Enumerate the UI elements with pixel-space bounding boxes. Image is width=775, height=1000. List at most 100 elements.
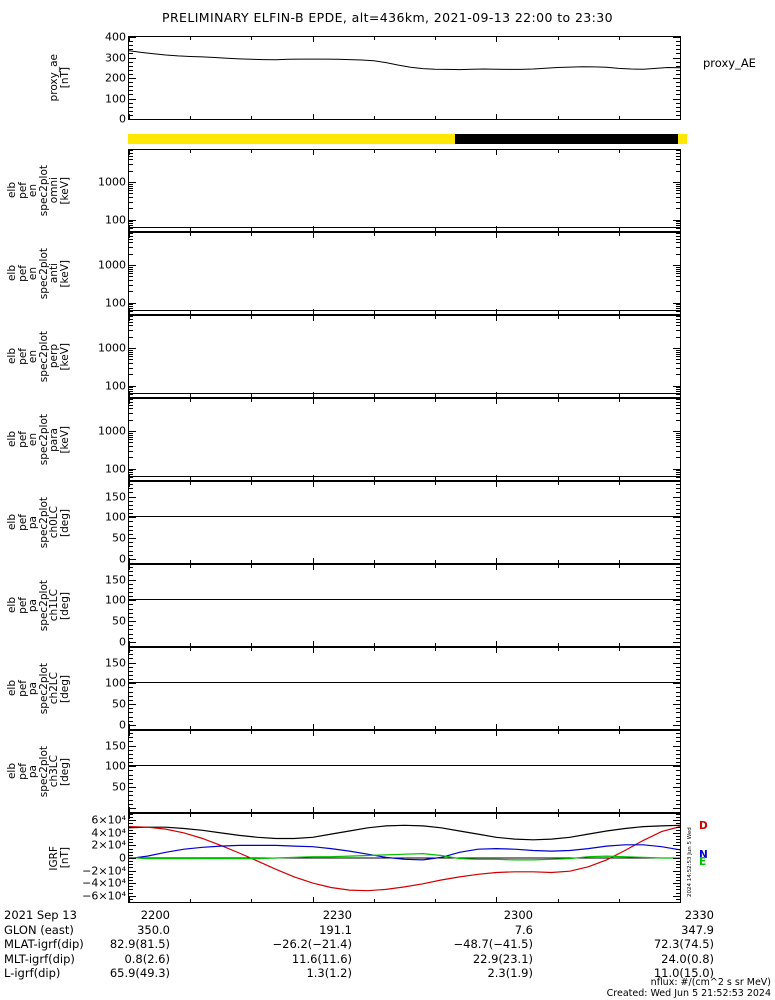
y-tick-label: 100 bbox=[105, 510, 126, 524]
y-axis-ticks-en-anti: 1000 100 bbox=[68, 232, 126, 315]
y-tick-label: 300 bbox=[105, 51, 126, 64]
annotation-value: 2.3(1.9) bbox=[487, 966, 533, 981]
y-tick-label: 0 bbox=[119, 718, 126, 732]
panel-en-omni-spectrogram bbox=[128, 149, 681, 232]
y-axis-ticks-pa-ch1lc: 150 100 50 0 bbox=[68, 564, 126, 647]
annotation-value: 191.1 bbox=[319, 922, 352, 937]
annotation-value: 2300 bbox=[503, 908, 533, 922]
proxy-ae-trace bbox=[129, 50, 680, 71]
y-tick-label: −4×10⁴ bbox=[82, 876, 126, 890]
y-tick-label: 100 bbox=[105, 379, 126, 393]
axis-title-en-para: elb pef en spec2plot para [keV] bbox=[4, 398, 71, 481]
axis-title-word: en bbox=[27, 432, 39, 447]
axis-title-pa-ch0lc: elb pef pa spec2plot ch0LC [deg] bbox=[4, 481, 71, 564]
axis-title-word: elb bbox=[6, 597, 18, 614]
y-tick-label: 100 bbox=[105, 759, 126, 773]
y-tick-label: 0 bbox=[119, 112, 126, 126]
y-axis-ticks-en-perp: 1000 100 bbox=[68, 315, 126, 398]
annotation-value: 1.3(1.2) bbox=[306, 966, 352, 981]
annotation-value: 2230 bbox=[322, 908, 352, 922]
y-tick-label: −6×10⁴ bbox=[82, 889, 126, 903]
axis-title-word: proxy_ae bbox=[48, 54, 60, 102]
y-tick-label: 6×10⁴ bbox=[91, 813, 126, 827]
y-axis-ticks-en-para: 1000 100 bbox=[68, 398, 126, 481]
panel-en-para-spectrogram bbox=[128, 398, 681, 481]
axis-title-pa-ch3lc: elb pef pa spec2plot ch3LC [deg] bbox=[4, 730, 71, 813]
y-tick-label: 50 bbox=[112, 614, 126, 628]
axis-title-word: en bbox=[27, 266, 39, 281]
y-axis-ticks-proxy-ae: 400 300 200 100 0 bbox=[68, 32, 126, 125]
axis-title-word: ch1LC bbox=[48, 589, 60, 622]
y-tick-label: 200 bbox=[105, 71, 126, 85]
y-axis-ticks-pa-ch3lc: 150 100 50 bbox=[68, 730, 126, 813]
y-tick-label: 400 bbox=[105, 30, 126, 44]
annotation-row: L-igrf(dip) 65.9(49.3) 1.3(1.2) 2.3(1.9) 11.… bbox=[0, 966, 775, 981]
y-tick-label: 50 bbox=[112, 531, 126, 545]
y-tick-label: 100 bbox=[105, 676, 126, 690]
axis-title-word: ch2LC bbox=[48, 672, 60, 705]
axis-title-word: elb bbox=[6, 763, 18, 780]
panel-igrf bbox=[128, 813, 681, 903]
annotation-value: 0.8(2.6) bbox=[124, 951, 170, 966]
igrf-traces bbox=[129, 824, 680, 892]
annotation-value: 82.9(81.5) bbox=[109, 937, 170, 952]
annotation-row-label: MLT-igrf(dip) bbox=[4, 951, 75, 966]
annotation-value: 65.9(49.3) bbox=[109, 966, 170, 981]
panel-en-anti-spectrogram bbox=[128, 232, 681, 315]
axis-title-word: anti bbox=[48, 263, 60, 284]
annotation-value: 11.6(11.6) bbox=[291, 951, 352, 966]
axis-title-word: pa bbox=[27, 515, 39, 530]
annotation-row-label: GLON (east) bbox=[4, 922, 74, 937]
y-tick-label: 100 bbox=[105, 296, 126, 310]
y-tick-label: 150 bbox=[105, 739, 126, 753]
axis-title-en-anti: elb pef en spec2plot anti [keV] bbox=[4, 232, 71, 315]
annotation-value: −48.7(−41.5) bbox=[453, 937, 533, 952]
y-tick-label: 4×10⁴ bbox=[91, 826, 126, 840]
axis-title-word: pa bbox=[27, 764, 39, 779]
annotation-row-label: L-igrf(dip) bbox=[4, 966, 61, 981]
y-tick-label: −2×10⁴ bbox=[82, 864, 126, 878]
annotation-value: 22.9(23.1) bbox=[472, 951, 533, 966]
axis-title-proxy-ae: proxy_ae [nT] bbox=[4, 36, 71, 120]
y-tick-label: 1000 bbox=[98, 424, 126, 438]
axis-title-word: elb bbox=[6, 348, 18, 365]
created-timestamp: Created: Wed Jun 5 21:52:53 2024 bbox=[606, 988, 771, 999]
y-axis-ticks-pa-ch0lc: 150 100 50 0 bbox=[68, 481, 126, 564]
axis-title-pa-ch2lc: elb pef pa spec2plot ch2LC [deg] bbox=[4, 647, 71, 730]
axis-title-word: para bbox=[48, 427, 60, 452]
annotation-row: 2021 Sep 13 2200 2230 2300 2330 bbox=[0, 908, 775, 923]
proxy-ae-legend-label: proxy_AE bbox=[703, 56, 756, 70]
y-tick-label: 100 bbox=[105, 92, 126, 105]
annotation-value: 24.0(0.8) bbox=[661, 951, 714, 966]
igrf-legend-letter: E bbox=[699, 856, 707, 868]
annotation-value: 350.0 bbox=[137, 922, 170, 937]
footer-notes: nflux: #/(cm^2 s sr MeV) Created: Wed Ju… bbox=[0, 977, 771, 999]
y-axis-ticks-en-omni: 1000 100 bbox=[68, 149, 126, 232]
panel-proxy-ae bbox=[128, 36, 681, 120]
y-tick-label: 0 bbox=[119, 851, 126, 865]
y-tick-label: 150 bbox=[105, 490, 126, 504]
y-tick-label: 1000 bbox=[98, 258, 126, 272]
annotation-value: −26.2(−21.4) bbox=[272, 937, 352, 952]
axis-title-word: en bbox=[27, 349, 39, 364]
annotation-value: 7.6 bbox=[514, 922, 533, 937]
status-bar-segment bbox=[128, 134, 455, 144]
annotation-row: GLON (east) 350.0 191.1 7.6 347.9 bbox=[0, 923, 775, 938]
y-axis-ticks-igrf: 6×10⁴ 4×10⁴ 2×10⁴ 0 −2×10⁴ −4×10⁴ −6×10⁴ bbox=[68, 813, 126, 903]
axis-title-en-perp: elb pef en spec2plot perp [keV] bbox=[4, 315, 71, 398]
axis-title-pa-ch1lc: elb pef pa spec2plot ch1LC [deg] bbox=[4, 564, 71, 647]
sunlight-status-bar bbox=[128, 134, 687, 144]
axis-title-word: elb bbox=[6, 514, 18, 531]
panel-pa-ch1lc-spectrogram bbox=[128, 564, 681, 647]
axis-title-word: elb bbox=[6, 680, 18, 697]
igrf-legend-letter: D bbox=[699, 820, 708, 832]
y-tick-label: 50 bbox=[112, 697, 126, 711]
annotation-value: 2330 bbox=[684, 908, 714, 922]
page-title: PRELIMINARY ELFIN-B EPDE, alt=436km, 202… bbox=[162, 10, 613, 25]
flux-units-note: nflux: #/(cm^2 s sr MeV) bbox=[650, 977, 771, 988]
axis-title-word: pa bbox=[27, 598, 39, 613]
axis-title-word: elb bbox=[6, 182, 18, 199]
y-tick-label: 0 bbox=[119, 552, 126, 566]
panel-pa-ch0lc-spectrogram bbox=[128, 481, 681, 564]
ephemeris-annotation-table: 2021 Sep 13 2200 2230 2300 2330 GLON (east) 35… bbox=[0, 908, 775, 981]
